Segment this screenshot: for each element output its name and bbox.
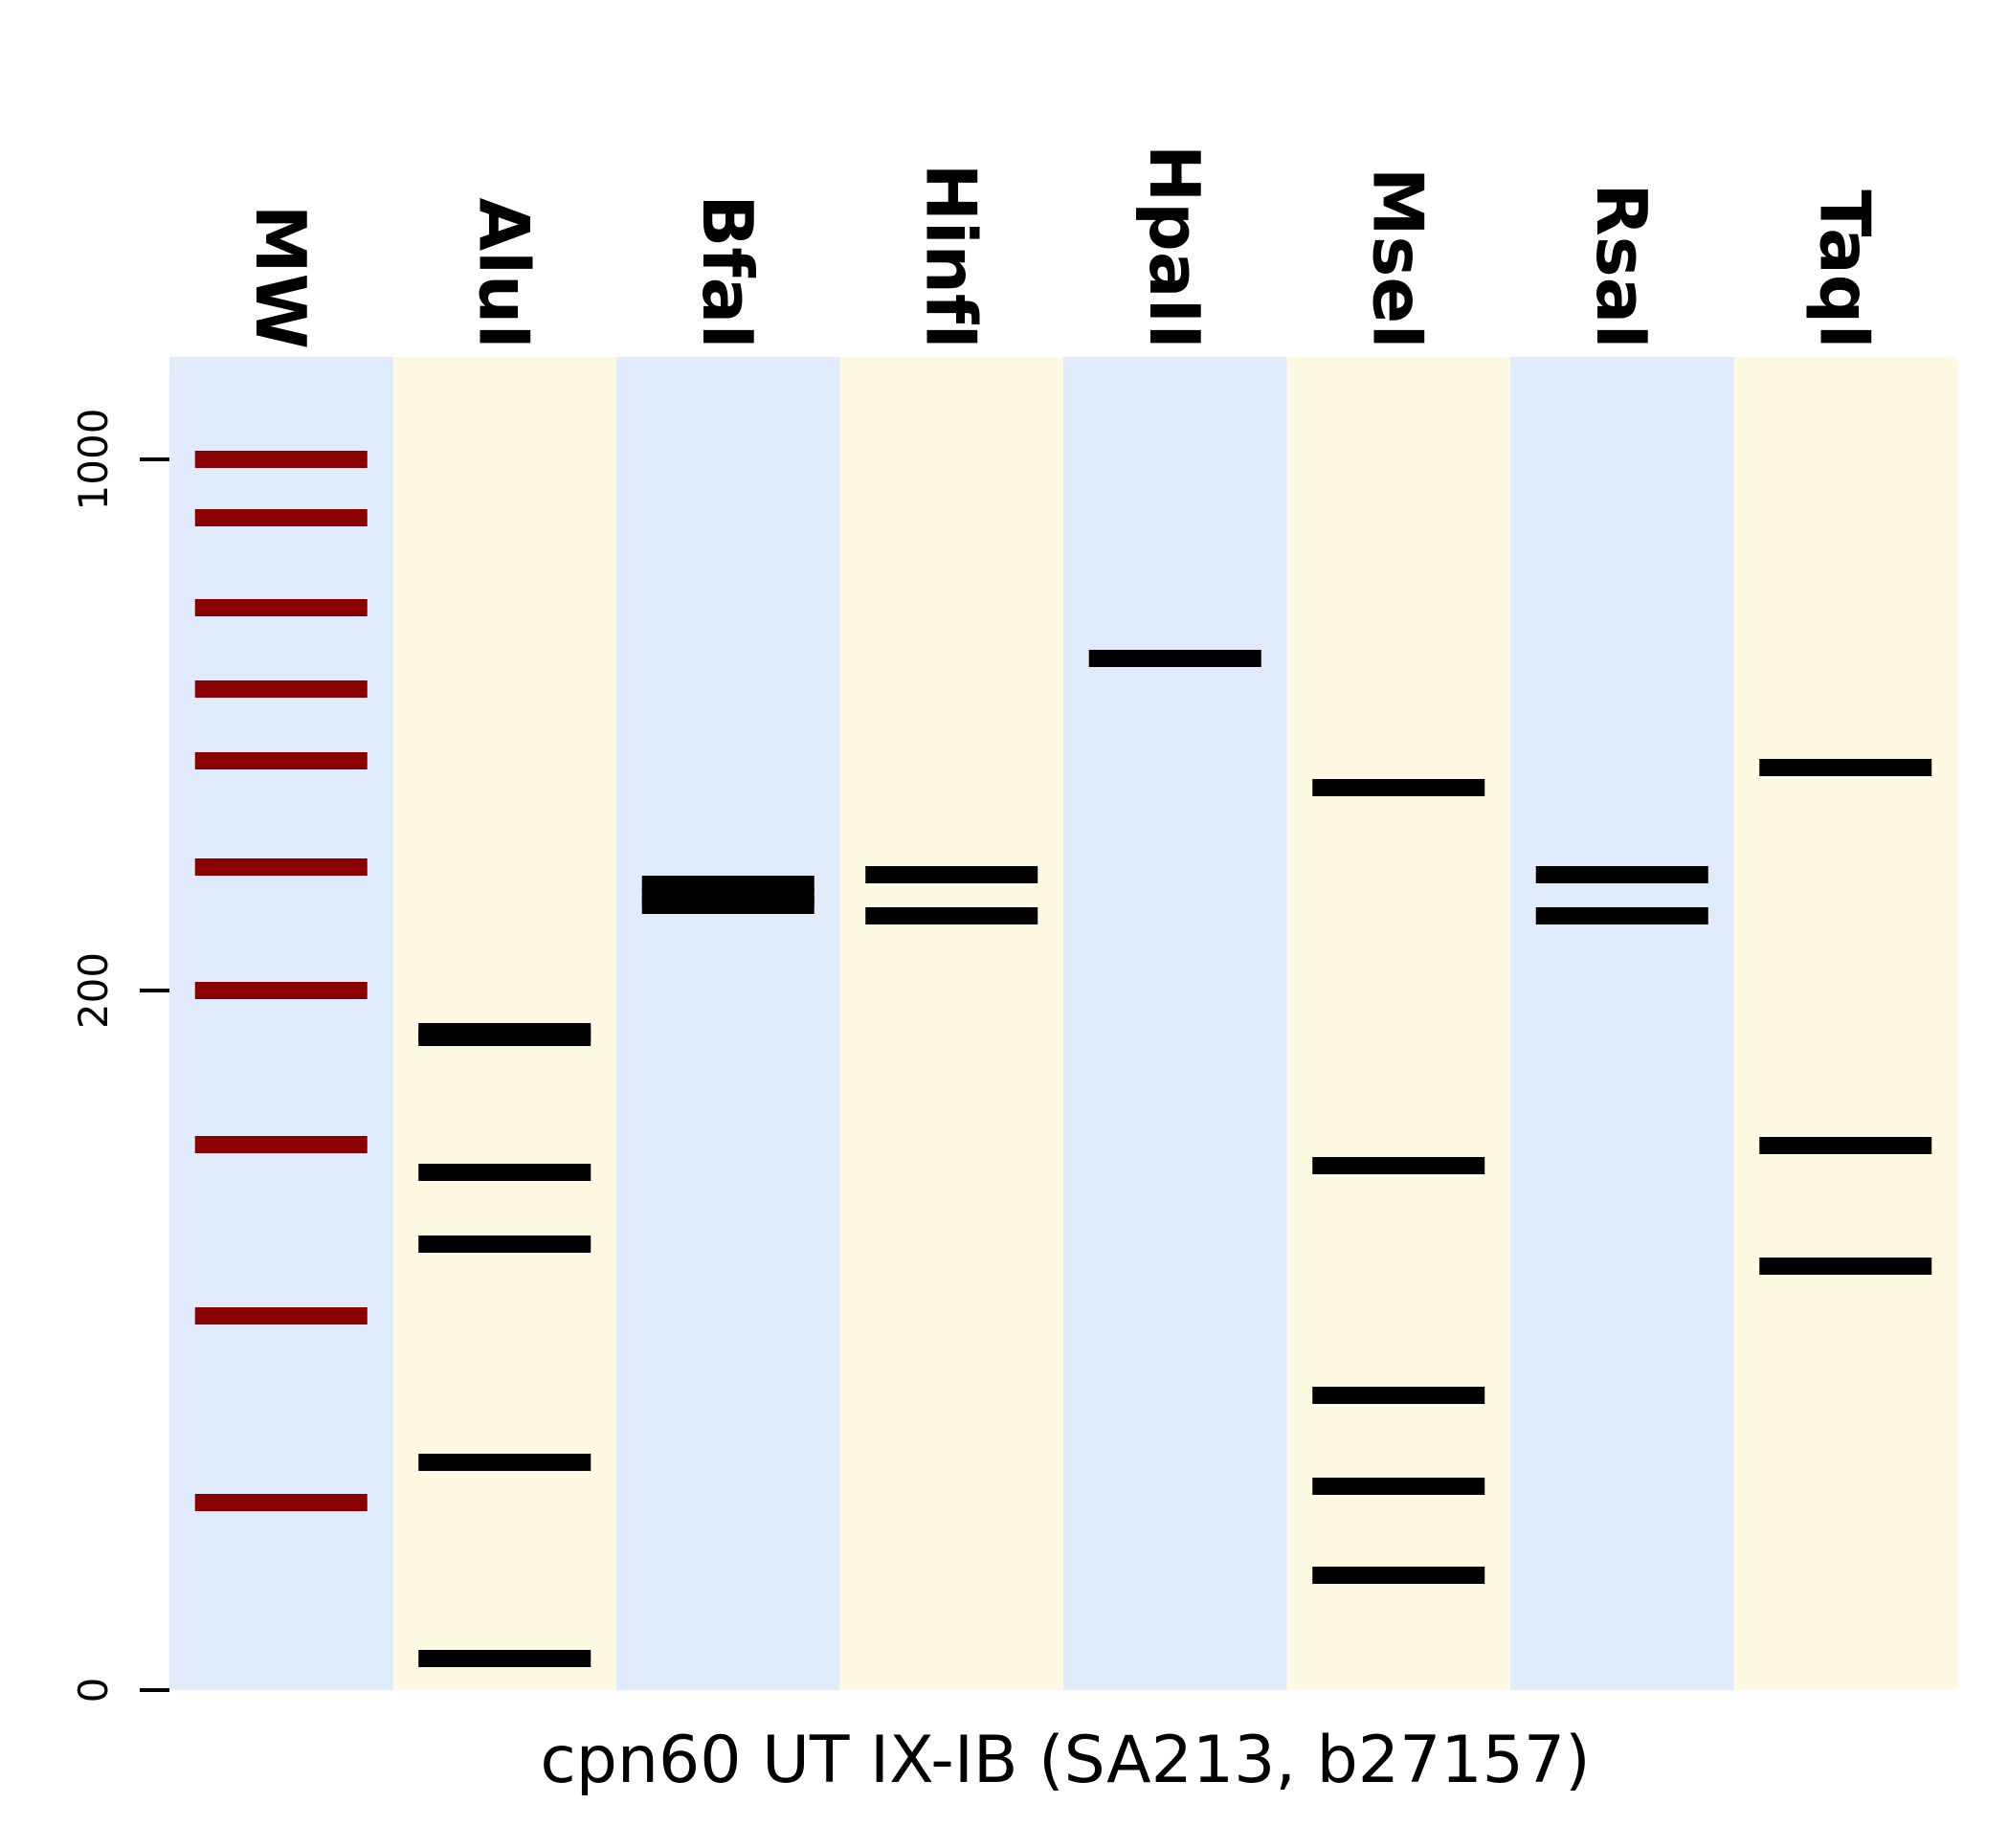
band-alui-5: [418, 1650, 591, 1667]
y-tick-label-0: 0: [70, 1678, 117, 1703]
band-alui-2: [418, 1164, 591, 1181]
lane-label-rsai: RsaI: [1581, 183, 1662, 349]
lane-label-alui: AluI: [463, 198, 544, 349]
x-axis-label: cpn60 UT IX-IB (SA213, b27157): [540, 1723, 1590, 1798]
band-hpaii-0: [1088, 650, 1261, 667]
lane-labels: MW AluI BfaI HinfI HpaII MseI RsaI TaqI: [240, 145, 1885, 349]
lane-bg-hinfi: [839, 357, 1064, 1690]
lane-label-hpaii: HpaII: [1134, 145, 1215, 349]
lane-label-bfai: BfaI: [687, 194, 768, 349]
band-alui-4: [418, 1454, 591, 1471]
band-alui-3: [418, 1236, 591, 1253]
band-mw-1: [194, 509, 368, 526]
lane-bg-hpaii: [1063, 357, 1287, 1690]
lane-bg-msei: [1286, 357, 1511, 1690]
y-axis: 0 200 1000: [70, 409, 169, 1703]
lane-label-taqi: TaqI: [1804, 189, 1885, 349]
band-mw-8: [194, 1307, 368, 1325]
lane-bg-taqi: [1733, 357, 1958, 1690]
lane-label-hinfi: HinfI: [910, 164, 991, 349]
band-hinfi-0: [865, 866, 1038, 883]
band-msei-1: [1312, 1157, 1485, 1174]
band-msei-0: [1312, 779, 1485, 796]
band-mw-7: [194, 1136, 368, 1153]
band-mw-6: [194, 982, 368, 999]
y-tick-label-1000: 1000: [70, 409, 117, 511]
lane-label-msei: MseI: [1357, 167, 1438, 349]
lane-label-mw: MW: [240, 205, 321, 349]
band-taqi-2: [1759, 1258, 1932, 1275]
band-mw-2: [194, 599, 368, 616]
band-rsai-1: [1535, 907, 1708, 924]
y-tick-label-200: 200: [70, 952, 117, 1029]
band-rsai-0: [1535, 866, 1708, 883]
lane-bg-rsai: [1510, 357, 1734, 1690]
lane-bg-mw: [169, 357, 393, 1690]
band-mw-5: [194, 858, 368, 876]
band-mw-4: [194, 752, 368, 769]
band-taqi-1: [1759, 1137, 1932, 1154]
band-msei-3: [1312, 1478, 1485, 1495]
lane-backgrounds: [169, 357, 1958, 1690]
band-mw-0: [194, 451, 368, 468]
bands: [194, 451, 1932, 1667]
band-msei-4: [1312, 1567, 1485, 1584]
band-mw-9: [194, 1494, 368, 1511]
band-alui-1: [418, 1029, 591, 1046]
band-mw-3: [194, 680, 368, 698]
band-hinfi-1: [865, 907, 1038, 924]
band-msei-2: [1312, 1387, 1485, 1404]
band-taqi-0: [1759, 759, 1932, 776]
lane-bg-bfai: [616, 357, 840, 1690]
band-bfai-2: [641, 897, 814, 914]
